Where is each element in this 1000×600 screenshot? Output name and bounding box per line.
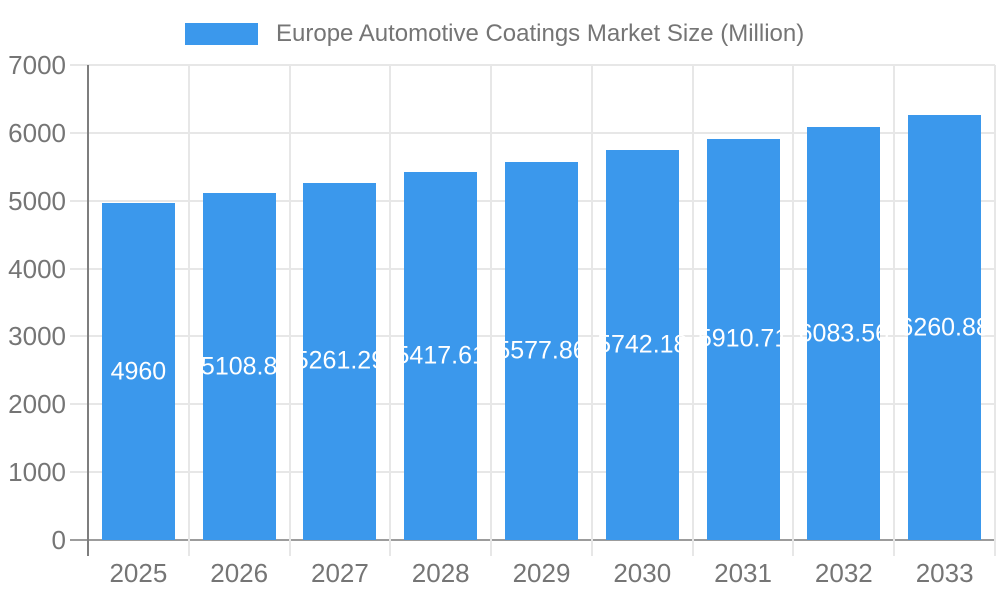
bar-value-label: 4960 bbox=[110, 357, 167, 386]
x-axis-baseline bbox=[70, 539, 995, 541]
gridline-vertical bbox=[792, 65, 795, 556]
legend: Europe Automotive Coatings Market Size (… bbox=[185, 22, 804, 46]
gridline-vertical bbox=[288, 65, 291, 556]
gridline-vertical bbox=[691, 65, 694, 556]
x-axis-tick-label: 2029 bbox=[512, 558, 571, 588]
y-axis-line bbox=[87, 65, 89, 556]
gridline-vertical bbox=[187, 65, 190, 556]
bar-value-label: 5417.61 bbox=[395, 341, 486, 370]
bar-value-label: 5577.86 bbox=[496, 336, 587, 365]
gridline-vertical bbox=[893, 65, 896, 556]
y-axis-tick-label: 5000 bbox=[8, 185, 66, 216]
x-axis-tick-label: 2031 bbox=[714, 558, 772, 588]
gridline-vertical bbox=[590, 65, 593, 556]
bar[interactable] bbox=[706, 138, 780, 540]
bar[interactable] bbox=[807, 127, 881, 540]
x-axis-tick-label: 2027 bbox=[311, 558, 369, 588]
bar-value-label: 5742.18 bbox=[597, 330, 688, 359]
bar[interactable] bbox=[101, 203, 175, 540]
bar[interactable] bbox=[404, 172, 478, 540]
y-axis-tick-label: 6000 bbox=[8, 117, 66, 148]
y-axis-tick-label: 2000 bbox=[8, 389, 66, 420]
bar[interactable] bbox=[908, 115, 982, 540]
bar-value-label: 5261.29 bbox=[294, 346, 386, 375]
bar-value-label: 5910.71 bbox=[697, 324, 789, 353]
y-axis-tick-label: 4000 bbox=[8, 253, 66, 284]
gridline-horizontal bbox=[70, 131, 995, 134]
x-axis-tick-label: 2025 bbox=[109, 558, 168, 588]
y-axis-tick-label: 3000 bbox=[8, 321, 66, 352]
legend-label: Europe Automotive Coatings Market Size (… bbox=[276, 20, 805, 47]
bar-value-label: 6260.88 bbox=[899, 313, 990, 342]
gridline-vertical bbox=[994, 65, 996, 556]
x-axis-tick-label: 2028 bbox=[411, 558, 470, 588]
gridline-horizontal bbox=[70, 64, 995, 66]
y-axis-tick-label: 1000 bbox=[8, 457, 66, 488]
x-axis-tick-label: 2032 bbox=[814, 558, 873, 588]
x-axis-tick-label: 2033 bbox=[915, 558, 974, 588]
bar[interactable] bbox=[303, 182, 377, 540]
bar[interactable] bbox=[505, 161, 578, 540]
gridline-vertical bbox=[389, 65, 392, 556]
x-axis-tick-label: 2026 bbox=[210, 558, 269, 588]
bar[interactable] bbox=[605, 150, 679, 540]
x-axis-tick-label: 2030 bbox=[613, 558, 672, 588]
y-axis-tick-label: 7000 bbox=[8, 50, 66, 80]
bar-value-label: 5108.8 bbox=[200, 352, 278, 381]
bar-value-label: 6083.56 bbox=[798, 319, 890, 348]
legend-swatch bbox=[185, 23, 258, 45]
gridline-vertical bbox=[490, 65, 493, 556]
bar[interactable] bbox=[202, 193, 276, 540]
y-axis-tick-label: 0 bbox=[51, 525, 66, 555]
